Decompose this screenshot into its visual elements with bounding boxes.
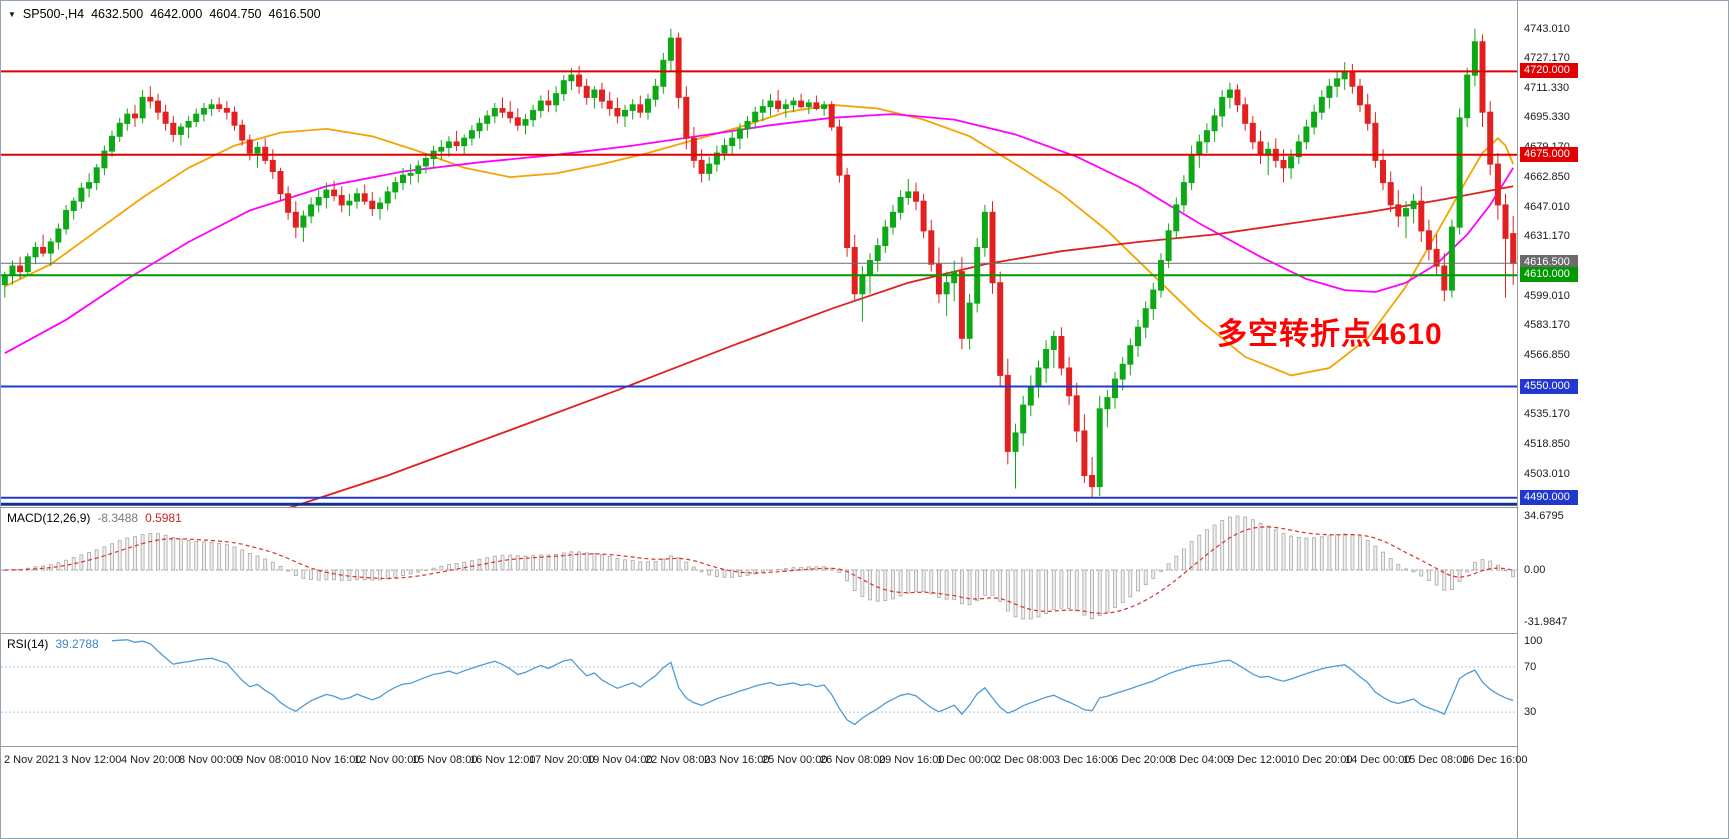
time-axis[interactable]: 2 Nov 2021 3 Nov 12:00 4 Nov 20:00 8 Nov 00…	[1, 747, 1527, 838]
price-tick: 4662.850	[1524, 171, 1570, 183]
rsi-line	[111, 639, 1514, 726]
ohlc-high: 4642.000	[150, 7, 203, 21]
time-label: 2 Dec 08:00	[995, 754, 1055, 766]
time-label: 4 Nov 20:00	[121, 754, 181, 766]
macd-title: MACD(12,26,9)	[7, 511, 91, 525]
panel-separator	[1, 633, 1518, 634]
price-badge: 4610.000	[1520, 267, 1578, 282]
symbol-marker-icon: ▼	[8, 9, 16, 19]
time-label: 16 Dec 16:00	[1462, 754, 1528, 766]
time-label: 6 Dec 20:00	[1112, 754, 1172, 766]
macd-indicator-label: MACD(12,26,9) -8.3488 0.5981	[7, 511, 182, 525]
rsi-value: 39.2788	[55, 637, 99, 651]
price-tick: 4647.010	[1524, 201, 1570, 213]
time-label: 9 Nov 08:00	[237, 754, 297, 766]
time-label: 23 Nov 16:00	[704, 754, 770, 766]
panel-separator	[1, 746, 1518, 747]
macd-axis-top: 34.6795	[1524, 510, 1564, 522]
ma-fast-orange	[4, 103, 1515, 377]
rsi-axis-label: 100	[1524, 635, 1543, 647]
panel-separator	[1, 507, 1518, 508]
rsi-indicator-label: RSI(14) 39.2788	[7, 637, 99, 651]
time-label: 3 Dec 16:00	[1054, 754, 1114, 766]
price-tick: 4695.330	[1524, 111, 1570, 123]
price-badge: 4490.000	[1520, 490, 1578, 505]
time-label: 22 Nov 08:00	[645, 754, 711, 766]
time-label: 10 Nov 16:00	[296, 754, 362, 766]
macd-value-main: -8.3488	[97, 511, 139, 525]
time-label: 15 Dec 08:00	[1403, 754, 1469, 766]
ma-slow-red	[288, 185, 1514, 507]
price-badge: 4720.000	[1520, 63, 1578, 78]
ohlc-close: 4616.500	[268, 7, 321, 21]
price-badge: 4550.000	[1520, 379, 1578, 394]
price-tick: 4727.170	[1524, 52, 1570, 64]
price-tick: 4711.330	[1524, 82, 1570, 94]
ohlc-low: 4604.750	[209, 7, 262, 21]
price-tick: 4566.850	[1524, 349, 1570, 361]
time-label: 8 Dec 04:00	[1170, 754, 1230, 766]
macd-value-signal: 0.5981	[145, 511, 182, 525]
candlestick-chart[interactable]	[1, 1, 1517, 507]
time-label: 2 Nov 2021	[4, 754, 61, 766]
rsi-title: RSI(14)	[7, 637, 49, 651]
time-label: 17 Nov 20:00	[529, 754, 595, 766]
time-label: 16 Nov 12:00	[470, 754, 536, 766]
time-label: 3 Nov 12:00	[62, 754, 122, 766]
price-tick: 4583.170	[1524, 319, 1570, 331]
price-tick: 4535.170	[1524, 408, 1570, 420]
price-tick: 4518.850	[1524, 438, 1570, 450]
ohlc-open: 4632.500	[91, 7, 144, 21]
time-label: 15 Nov 08:00	[412, 754, 478, 766]
time-label: 19 Nov 04:00	[587, 754, 653, 766]
time-label: 14 Dec 00:00	[1345, 754, 1411, 766]
price-tick: 4631.170	[1524, 230, 1570, 242]
price-badge: 4675.000	[1520, 147, 1578, 162]
rsi-chart[interactable]	[1, 633, 1517, 746]
macd-axis-bottom: -31.9847	[1524, 616, 1568, 628]
rsi-axis-label: 70	[1524, 661, 1537, 673]
rsi-axis-label: 30	[1524, 706, 1537, 718]
symbol-timeframe: SP500-,H4	[22, 7, 85, 21]
macd-signal-line	[4, 526, 1514, 614]
price-tick: 4503.010	[1524, 468, 1570, 480]
time-label: 10 Dec 20:00	[1287, 754, 1353, 766]
macd-axis-zero: 0.00	[1524, 564, 1546, 576]
chart-annotation: 多空转折点4610	[1217, 318, 1443, 351]
time-label: 1 Dec 00:00	[937, 754, 997, 766]
macd-chart[interactable]	[1, 507, 1517, 633]
chart-title: ▼ SP500-,H4 4632.500 4642.000 4604.750 4…	[8, 7, 321, 21]
time-label: 26 Nov 08:00	[820, 754, 886, 766]
price-tick: 4743.010	[1524, 23, 1570, 35]
time-label: 8 Nov 00:00	[179, 754, 239, 766]
price-tick: 4599.010	[1524, 290, 1570, 302]
time-label: 12 Nov 00:00	[354, 754, 420, 766]
time-label: 25 Nov 00:00	[762, 754, 828, 766]
time-label: 29 Nov 16:00	[879, 754, 945, 766]
price-badge: 4616.500	[1520, 255, 1578, 270]
time-label: 9 Dec 12:00	[1228, 754, 1288, 766]
price-axis[interactable]: 4743.0104727.1704711.3304695.3304679.170…	[1517, 1, 1728, 838]
